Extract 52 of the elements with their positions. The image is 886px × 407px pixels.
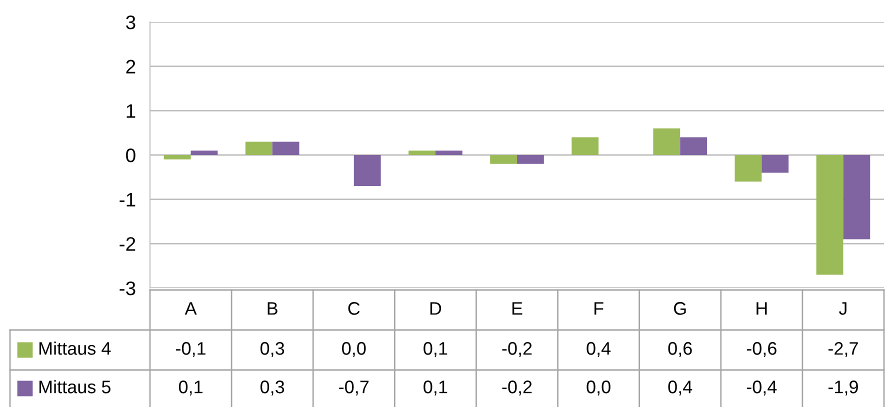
y-tick-label: -1 [120,193,136,206]
x-tick-label: E [512,302,522,315]
x-tick-label: C [348,302,360,315]
x-tick-label: D [430,302,442,315]
bar [190,150,218,155]
bar [653,128,680,155]
data-label: 0,6 [668,342,692,357]
bar [843,155,870,240]
data-label: -0,2 [502,342,532,357]
data-label: 0,0 [342,342,366,357]
data-label: 0,4 [586,342,611,357]
data-label: 0,0 [586,380,610,396]
data-label: -0,1 [176,342,206,357]
bar [816,155,844,275]
data-label: 0,3 [260,342,284,357]
data-label: -0,6 [746,342,776,357]
x-tick-label: A [184,302,197,315]
x-tick-label: B [268,302,278,315]
y-tick-label: 2 [126,60,136,74]
data-label: 0,1 [178,380,202,396]
bar [517,155,544,164]
bar [354,155,381,186]
x-tick-label: J [838,302,846,315]
x-tick-label: H [756,302,767,315]
bar [408,150,436,155]
y-tick-label: 3 [126,15,136,30]
bar [490,155,517,164]
bar [164,155,191,160]
bar [245,142,272,155]
data-label: -0,7 [339,380,369,396]
data-label: 0,4 [668,380,692,396]
legend-label: Mittaus 4 [39,342,111,355]
legend-label: Mittaus 5 [39,380,110,394]
y-tick-label: -3 [120,281,136,296]
data-label: -0,4 [746,380,777,396]
bar [435,150,462,155]
x-tick-label: F [594,302,604,315]
y-tick-label: -2 [120,237,136,251]
data-label: -1,9 [828,380,858,396]
bar [680,137,708,155]
data-label: -2,7 [828,342,858,357]
bar [272,142,300,155]
bar [734,155,762,182]
data-label: 0,1 [424,380,448,396]
bar [572,137,599,155]
bar [762,155,789,173]
data-label: -0,2 [502,380,532,396]
x-tick-label: G [674,302,686,315]
data-label: 0,3 [260,380,284,396]
y-tick-label: 0 [126,148,136,162]
data-label: 0,1 [424,342,448,357]
y-tick-label: 1 [126,104,136,118]
